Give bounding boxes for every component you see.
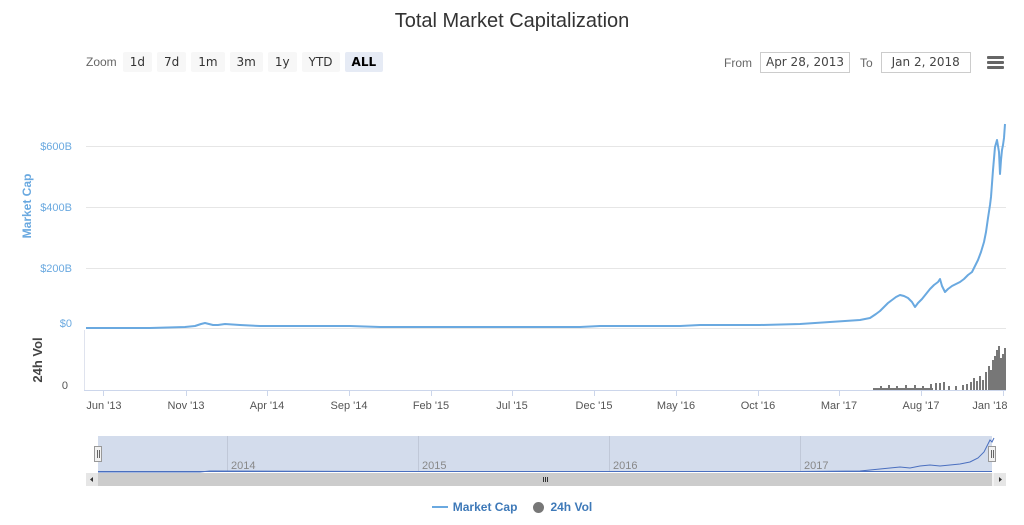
- to-date-input[interactable]: Jan 2, 2018: [880, 52, 971, 73]
- x-axis-labels: Jun '13 Nov '13 Apr '14 Sep '14 Feb '15 …: [86, 400, 1007, 412]
- date-range: From Apr 28, 2013 To Jan 2, 2018: [724, 52, 981, 73]
- x-tick-label: May '16: [657, 400, 695, 412]
- x-tick-label: Sep '14: [331, 400, 368, 412]
- y-tick-400b: $400B: [40, 202, 72, 214]
- zoom-label: Zoom: [86, 55, 117, 69]
- navigator[interactable]: 2014 2015 2016 2017: [94, 436, 996, 473]
- navigator-year-label: 2016: [613, 460, 637, 472]
- scrollbar[interactable]: [86, 473, 1006, 486]
- x-tick-label: Jul '15: [496, 400, 527, 412]
- zoom-1d-button[interactable]: 1d: [122, 52, 152, 72]
- market-cap-axis-title: Market Cap: [20, 174, 34, 239]
- zoom-ytd-button[interactable]: YTD: [301, 52, 340, 72]
- zoom-selector: Zoom 1d 7d 1m 3m 1y YTD ALL: [86, 52, 388, 72]
- x-tick-label: Oct '16: [741, 400, 776, 412]
- legend: Market Cap 24h Vol: [0, 500, 1024, 514]
- navigator-year-label: 2017: [804, 460, 828, 472]
- zoom-7d-button[interactable]: 7d: [156, 52, 187, 72]
- y-tick-200b: $200B: [40, 263, 72, 275]
- x-tick-label: Nov '13: [168, 400, 205, 412]
- circle-symbol-icon: [533, 501, 545, 513]
- zoom-1y-button[interactable]: 1y: [267, 52, 297, 72]
- x-tick-label: Aug '17: [903, 400, 940, 412]
- legend-label: 24h Vol: [550, 500, 593, 514]
- volume-series: [873, 346, 1006, 390]
- hamburger-menu-icon[interactable]: [987, 56, 1004, 70]
- zoom-1m-button[interactable]: 1m: [191, 52, 225, 72]
- to-label: To: [860, 55, 873, 70]
- market-cap-axis: $600B $400B $200B $0: [40, 141, 72, 330]
- scroll-right-arrow-icon[interactable]: [994, 473, 1006, 486]
- from-date-input[interactable]: Apr 28, 2013: [760, 52, 850, 73]
- x-tick-label: Dec '15: [576, 400, 613, 412]
- legend-label: Market Cap: [452, 500, 518, 514]
- line-symbol-icon: [431, 506, 448, 508]
- chart-title: Total Market Capitalization: [394, 10, 630, 32]
- from-label: From: [724, 55, 752, 70]
- x-tick-label: Mar '17: [821, 400, 857, 412]
- navigator-right-handle[interactable]: [988, 446, 996, 462]
- volume-axis-title: 24h Vol: [30, 337, 45, 382]
- x-tick-label: Feb '15: [413, 400, 449, 412]
- x-axis-ticks: [103, 390, 1004, 396]
- gridlines: [86, 146, 1006, 329]
- x-tick-label: Jan '18: [972, 400, 1007, 412]
- volume-tick-0: 0: [62, 380, 68, 392]
- navigator-left-handle[interactable]: [94, 446, 102, 462]
- market-cap-series: [86, 123, 1006, 329]
- x-tick-label: Jun '13: [86, 400, 121, 412]
- y-tick-0: $0: [60, 318, 72, 330]
- navigator-year-label: 2015: [422, 460, 446, 472]
- y-tick-600b: $600B: [40, 141, 72, 153]
- navigator-year-label: 2014: [231, 460, 255, 472]
- legend-item-24h-vol[interactable]: 24h Vol: [533, 500, 592, 514]
- zoom-all-button[interactable]: ALL: [344, 52, 384, 72]
- x-tick-label: Apr '14: [250, 400, 285, 412]
- legend-item-market-cap[interactable]: Market Cap: [431, 500, 518, 514]
- zoom-3m-button[interactable]: 3m: [229, 52, 263, 72]
- navigator-mask[interactable]: [98, 436, 992, 472]
- scroll-left-arrow-icon[interactable]: [86, 473, 98, 486]
